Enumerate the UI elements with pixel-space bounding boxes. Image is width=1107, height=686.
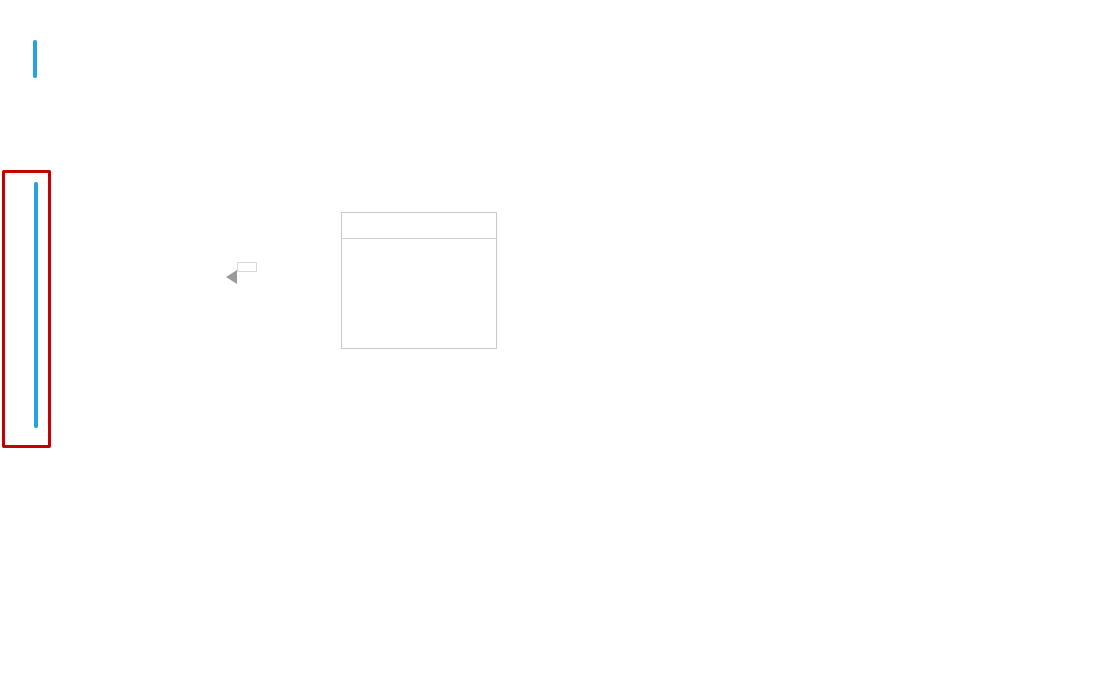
hover-tooltip [341, 212, 497, 349]
tool-group-highlight-box [2, 170, 51, 448]
tool-group-active-indicator [34, 182, 38, 428]
zone-annotation-label [237, 262, 257, 272]
label-options-toolbar [0, 652, 1107, 683]
cabin-layout-plot[interactable] [0, 0, 1107, 604]
layer-toggle-toolbar [0, 610, 1107, 643]
zone-annotation-arrow-icon [226, 270, 237, 284]
modebar-active-indicator [33, 40, 37, 78]
tooltip-divider [342, 238, 496, 239]
